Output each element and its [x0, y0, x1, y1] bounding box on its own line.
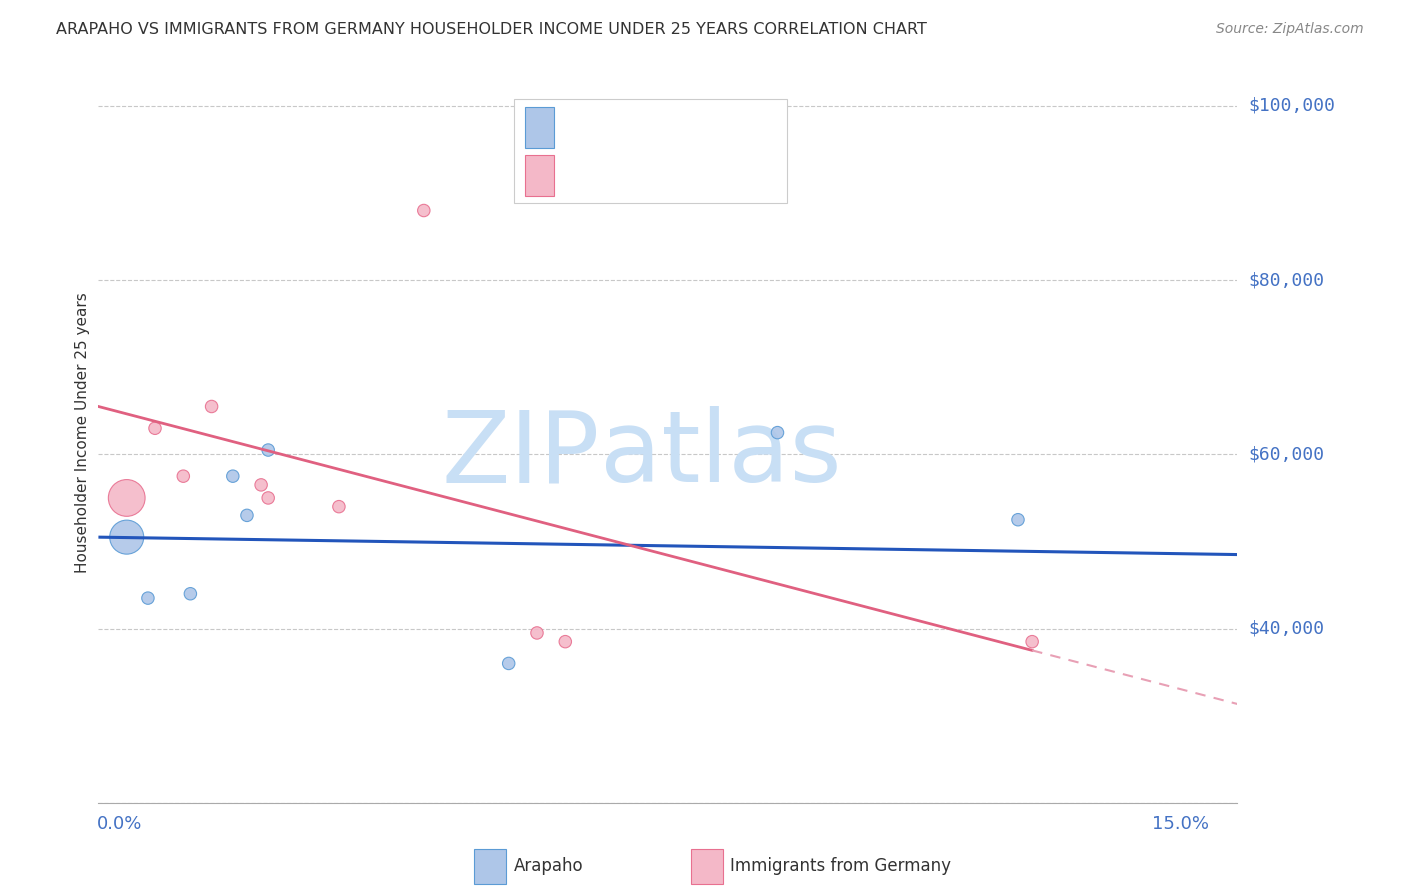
- Point: [172, 469, 194, 483]
- Point: [115, 491, 138, 505]
- Text: 11: 11: [725, 161, 748, 178]
- Text: $60,000: $60,000: [1249, 445, 1324, 464]
- Point: [179, 587, 201, 601]
- Text: Immigrants from Germany: Immigrants from Germany: [731, 856, 952, 875]
- Point: [257, 443, 280, 458]
- Text: 9: 9: [725, 109, 737, 127]
- Text: $40,000: $40,000: [1249, 620, 1324, 638]
- Point: [328, 500, 350, 514]
- Text: -0.072: -0.072: [612, 109, 671, 127]
- Text: R =: R =: [569, 109, 605, 127]
- Bar: [515, 99, 787, 203]
- Text: N =: N =: [665, 161, 713, 178]
- Text: ARAPAHO VS IMMIGRANTS FROM GERMANY HOUSEHOLDER INCOME UNDER 25 YEARS CORRELATION: ARAPAHO VS IMMIGRANTS FROM GERMANY HOUSE…: [56, 22, 927, 37]
- Point: [412, 203, 434, 218]
- Point: [222, 469, 245, 483]
- Point: [1007, 513, 1029, 527]
- Bar: [474, 848, 506, 884]
- Text: Arapaho: Arapaho: [515, 856, 583, 875]
- Point: [236, 508, 259, 523]
- Point: [257, 491, 280, 505]
- Text: Source: ZipAtlas.com: Source: ZipAtlas.com: [1216, 22, 1364, 37]
- Text: atlas: atlas: [599, 407, 841, 503]
- Y-axis label: Householder Income Under 25 years: Householder Income Under 25 years: [75, 293, 90, 573]
- Point: [526, 626, 548, 640]
- Text: $100,000: $100,000: [1249, 97, 1336, 115]
- Point: [136, 591, 159, 606]
- Point: [200, 400, 222, 414]
- Point: [143, 421, 166, 435]
- Text: N =: N =: [665, 109, 713, 127]
- Point: [250, 478, 273, 492]
- Bar: [526, 155, 554, 195]
- Bar: [526, 107, 554, 147]
- Bar: [690, 848, 723, 884]
- Text: ZIP: ZIP: [441, 407, 599, 503]
- Point: [554, 634, 576, 648]
- Text: $80,000: $80,000: [1249, 271, 1324, 289]
- Text: -0.468: -0.468: [612, 161, 671, 178]
- Point: [1021, 634, 1043, 648]
- Point: [766, 425, 789, 440]
- Text: R =: R =: [569, 161, 605, 178]
- Point: [115, 530, 138, 544]
- Point: [498, 657, 520, 671]
